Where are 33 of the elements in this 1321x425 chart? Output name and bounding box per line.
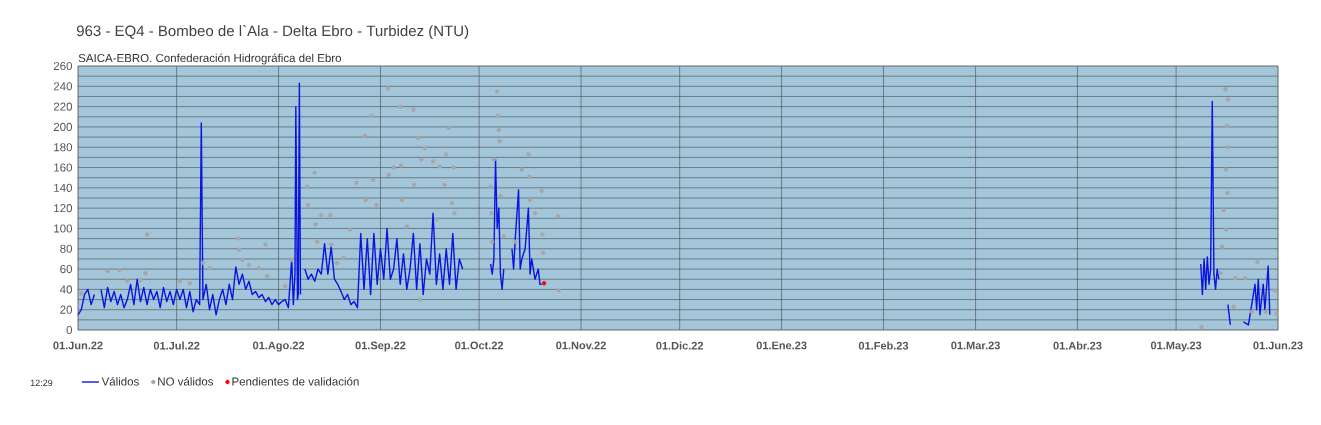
x-tick-label: 01.May.23 <box>1150 341 1202 352</box>
y-tick-label: 40 <box>59 285 73 294</box>
y-tick-label: 220 <box>53 102 73 111</box>
legend-label: NO válidos <box>158 377 214 386</box>
y-tick-label: 80 <box>60 244 73 253</box>
x-tick-label: 01.Mar.23 <box>951 341 1000 350</box>
x-tick-label: 01.Ene.23 <box>756 341 807 350</box>
text: 12:29 <box>30 379 53 387</box>
x-tick-label: 01.Nov.22 <box>556 341 606 350</box>
chart-title: 963 - EQ4 - Bombeo de l`Ala - Delta Ebro - Turbidez (NTU) <box>76 24 469 40</box>
x-tick-label: 01.Jul.22 <box>153 341 200 350</box>
x-tick-label: 01.Dic.22 <box>656 341 704 350</box>
y-tick-label: 100 <box>54 224 73 233</box>
y-tick-label: 200 <box>53 122 73 131</box>
y-tick-label: 0 <box>66 325 73 335</box>
y-tick-label: 60 <box>60 265 73 274</box>
x-tick-label: 01.Feb.23 <box>858 341 909 350</box>
legend-label: Pendientes de validación <box>232 377 359 386</box>
legend-label: Válidos <box>101 377 139 386</box>
y-tick-label: 140 <box>54 183 73 192</box>
y-tick-label: 180 <box>54 143 73 152</box>
x-tick-label: 01.Ago.22 <box>253 341 305 352</box>
y-tick-label: 240 <box>53 82 73 91</box>
chart-subtitle: SAICA-EBRO. Confederación Hidrográfica del Ebro <box>78 53 342 65</box>
x-tick-label: 01.Jun.22 <box>53 341 103 350</box>
y-tick-label: 260 <box>53 61 73 71</box>
x-tick-label: 01.Jun.23 <box>1253 341 1303 350</box>
x-tick-label: 01.Abr.23 <box>1053 341 1102 350</box>
y-tick-label: 120 <box>54 204 73 213</box>
x-tick-label: 01.Oct.22 <box>455 341 504 350</box>
y-tick-label: 160 <box>54 163 73 172</box>
x-tick-label: 01.Sep.22 <box>355 341 406 352</box>
y-tick-label: 20 <box>60 305 73 314</box>
